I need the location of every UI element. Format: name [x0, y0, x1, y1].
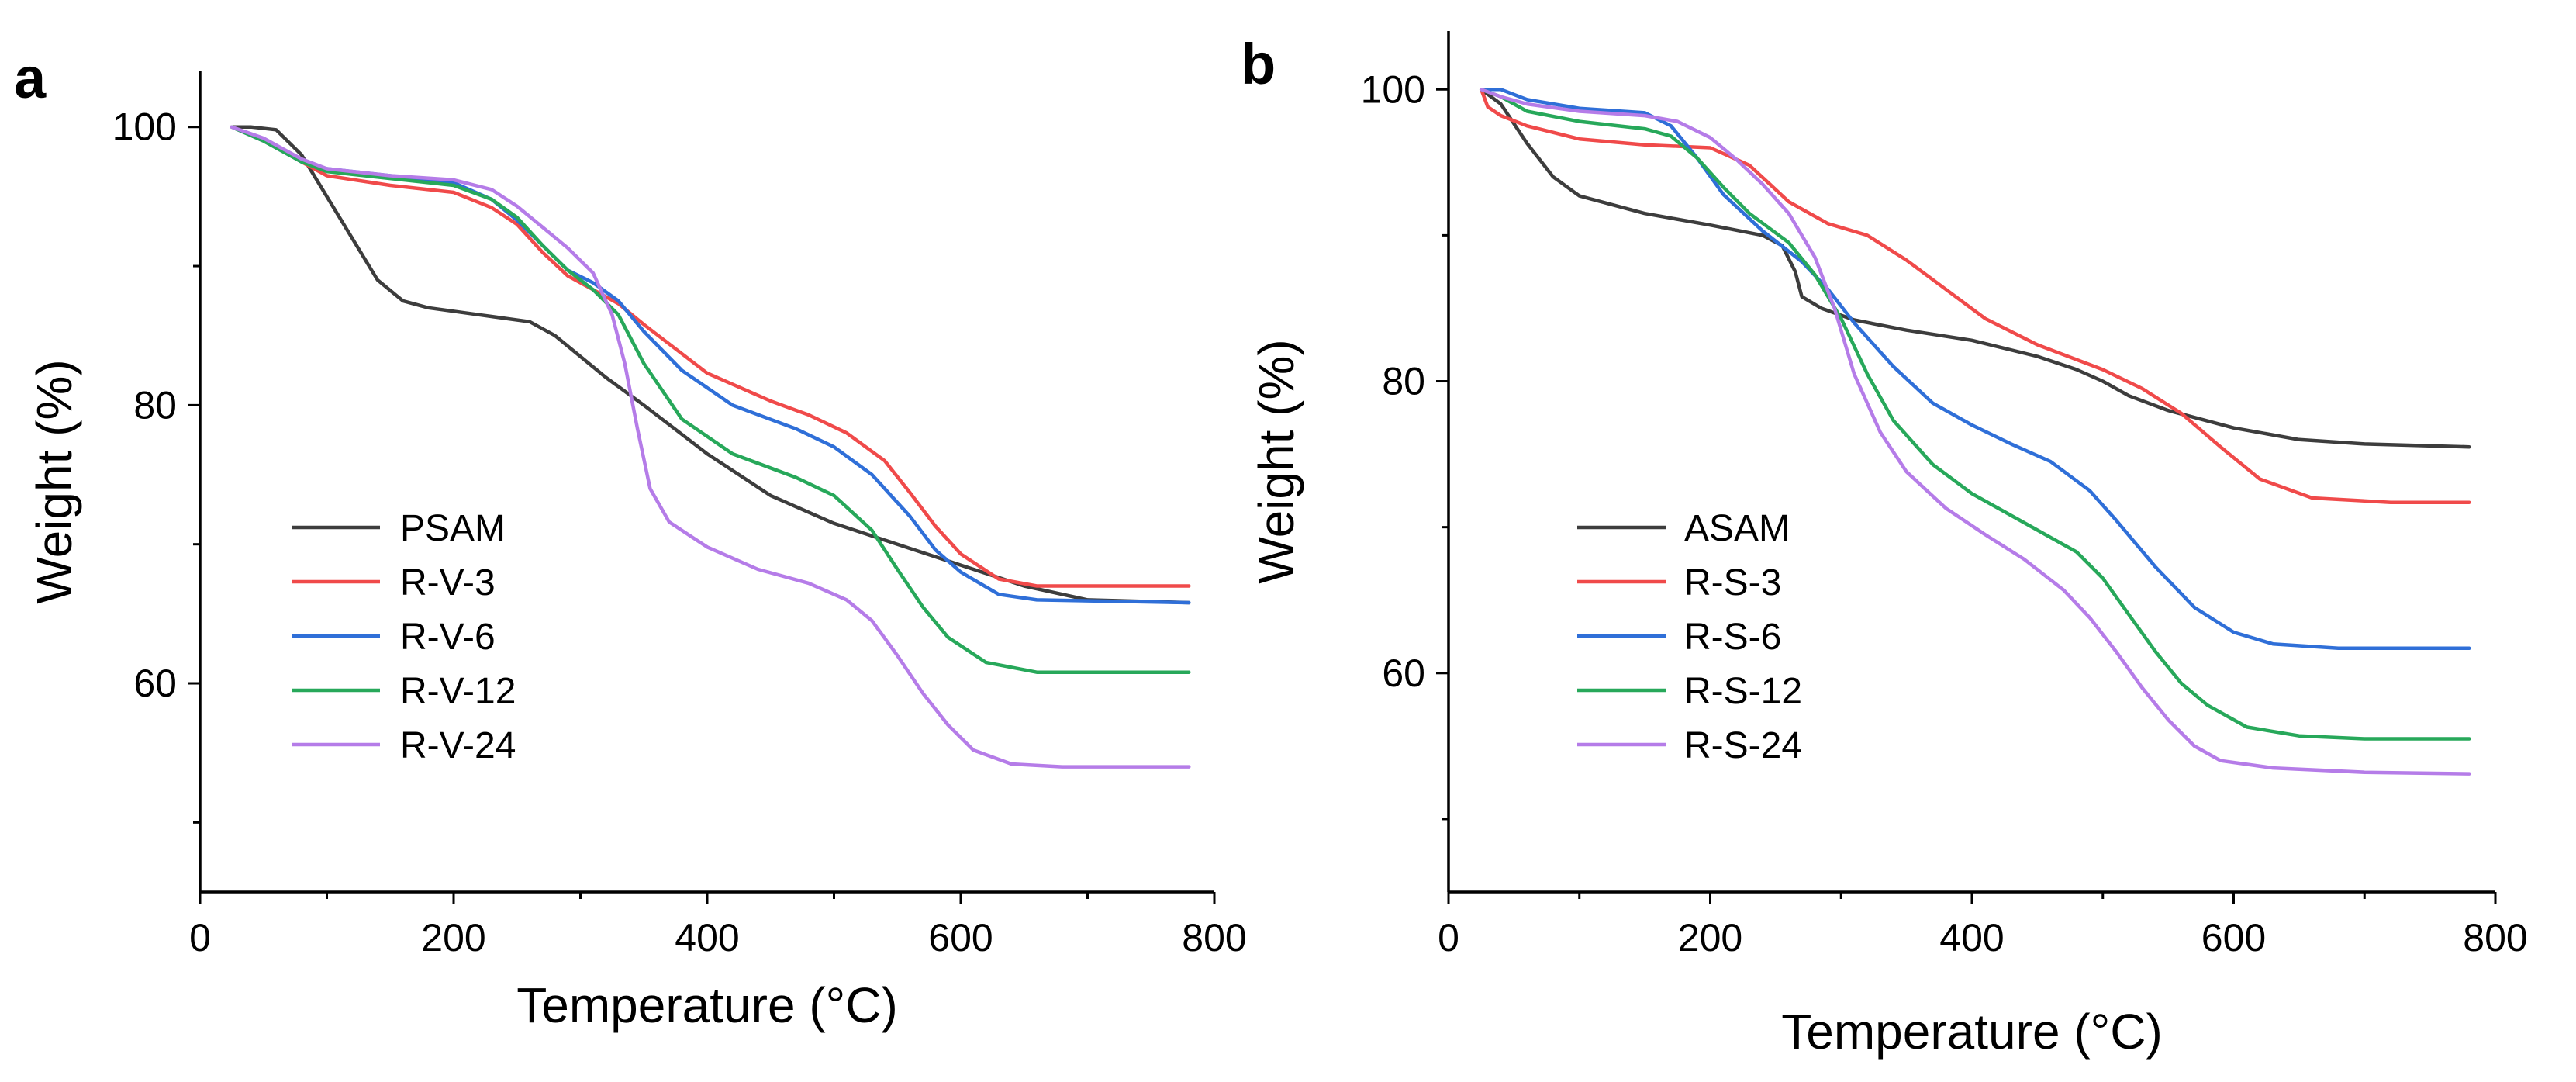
y-axis-title-a: Weight (%) — [26, 359, 82, 603]
y-tick-label-a: 60 — [133, 662, 177, 705]
panel-b: b 0 200 400 600 800 60 80 100 Temperature (°C) Wei… — [1241, 31, 2528, 1060]
panel-a: a 0 200 400 600 800 60 80 100 Temperature (°C) Wei… — [14, 46, 1247, 1033]
panel-letter-b: b — [1241, 32, 1276, 96]
series-line-r-s-24 — [1479, 88, 2471, 776]
y-axis-title-b: Weight (%) — [1248, 339, 1304, 583]
series-line-r-s-6 — [1479, 88, 2471, 651]
series-line-r-s-12 — [1479, 88, 2471, 741]
x-tick-label-a: 800 — [1182, 916, 1246, 959]
y-tick-label-a: 100 — [112, 105, 177, 149]
legend-label-r-s-6: R-S-6 — [1684, 617, 1781, 658]
panel-letter-a: a — [14, 46, 47, 110]
legend-label-r-v-3: R-V-3 — [400, 562, 496, 603]
y-tick-label-b: 80 — [1382, 360, 1425, 403]
x-tick-label-b: 0 — [1438, 916, 1459, 959]
y-tick-label-b: 60 — [1382, 652, 1425, 695]
series-line-r-s-3 — [1479, 88, 2471, 504]
legend-label-asam: ASAM — [1684, 508, 1790, 549]
legend-label-psam: PSAM — [400, 508, 506, 549]
series-line-r-v-12 — [230, 125, 1191, 674]
x-tick-label-a: 200 — [421, 916, 485, 959]
legend-label-r-v-12: R-V-12 — [400, 671, 516, 712]
legend-label-r-s-24: R-S-24 — [1684, 725, 1802, 766]
x-tick-label-b: 600 — [2201, 916, 2266, 959]
series-line-r-v-6 — [230, 125, 1191, 605]
series-line-r-v-3 — [230, 125, 1191, 588]
series-line-r-v-24 — [230, 125, 1191, 769]
x-tick-label-b: 200 — [1678, 916, 1742, 959]
legend-label-r-v-6: R-V-6 — [400, 617, 496, 658]
x-tick-label-b: 800 — [2463, 916, 2527, 959]
series-line-psam — [230, 125, 1191, 605]
x-tick-label-a: 600 — [928, 916, 993, 959]
legend-label-r-s-3: R-S-3 — [1684, 562, 1781, 603]
legend-label-r-v-24: R-V-24 — [400, 725, 516, 766]
y-tick-label-a: 80 — [133, 383, 177, 427]
x-tick-label-b: 400 — [1939, 916, 2004, 959]
legend-b: ASAM R-S-3 R-S-6 R-S-12 R-S-24 — [1577, 508, 1802, 766]
x-tick-label-a: 0 — [189, 916, 211, 959]
x-axis-title-a: Temperature (°C) — [516, 977, 898, 1033]
legend-label-r-s-12: R-S-12 — [1684, 671, 1802, 712]
legend-a: PSAM R-V-3 R-V-6 R-V-12 R-V-24 — [292, 508, 516, 766]
x-axis-title-b: Temperature (°C) — [1781, 1004, 2163, 1060]
x-tick-label-a: 400 — [675, 916, 739, 959]
y-tick-label-b: 100 — [1361, 67, 1425, 111]
